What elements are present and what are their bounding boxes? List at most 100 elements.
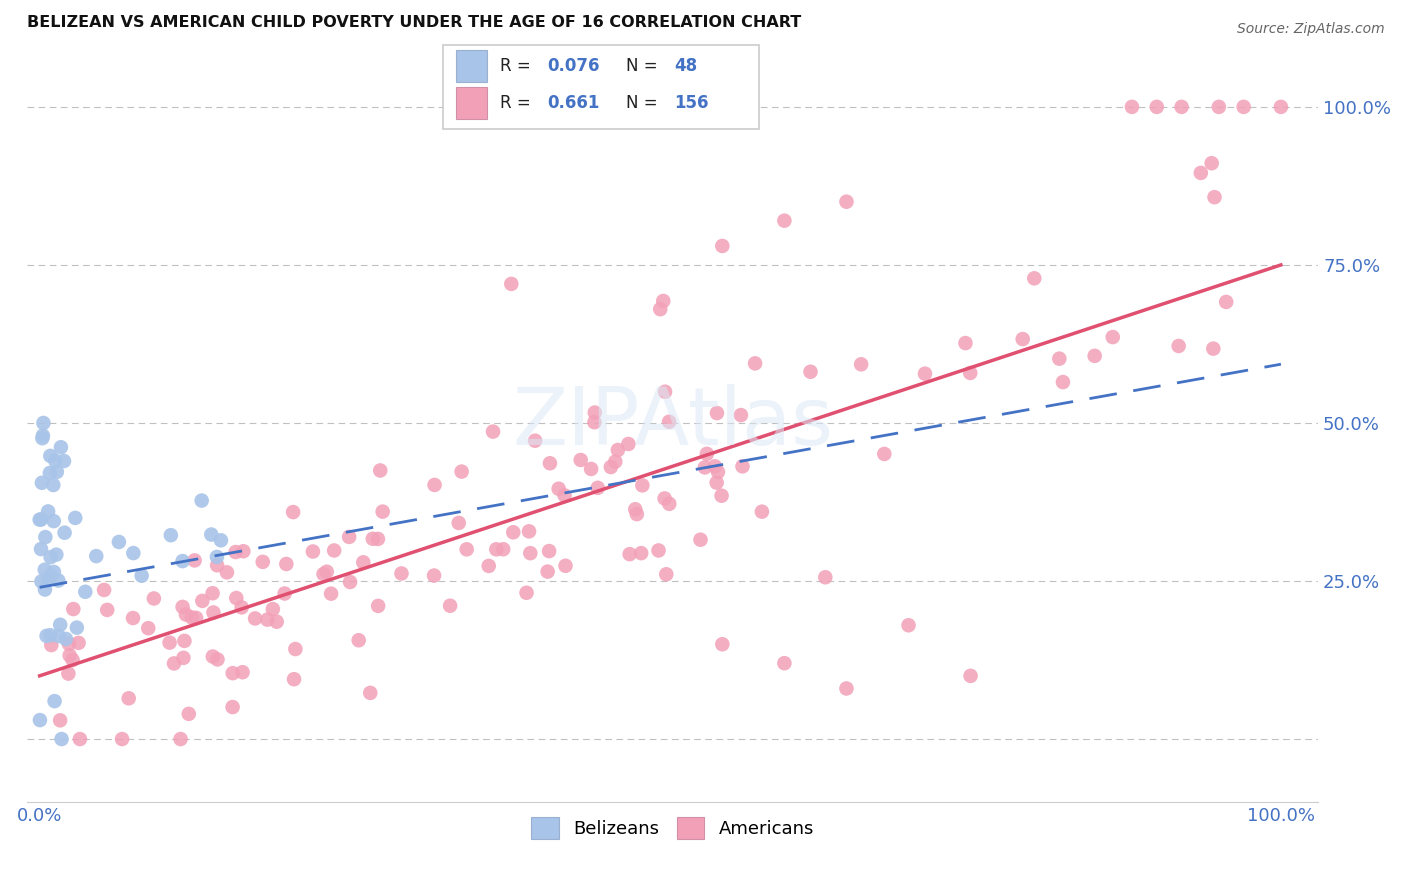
Point (492, 542, 515, 557)
Point (367, 532, 389, 546)
Point (122, 611, 145, 625)
Point (706, 406, 728, 420)
Point (1170, 100, 1192, 114)
FancyBboxPatch shape (443, 45, 759, 129)
Point (631, 478, 654, 492)
Point (262, 602, 284, 616)
Point (955, 336, 977, 351)
Point (53, 454, 76, 468)
Point (315, 565, 337, 579)
Point (65, 511, 87, 525)
Point (225, 591, 247, 605)
Point (302, 544, 325, 558)
Point (1024, 271, 1046, 285)
Point (1146, 100, 1168, 114)
Point (605, 455, 627, 469)
Point (711, 637, 734, 651)
Point (538, 544, 561, 558)
Point (69, 732, 91, 747)
Point (647, 543, 669, 558)
Point (142, 591, 165, 606)
Point (231, 600, 253, 615)
Point (172, 554, 194, 568)
Point (39, 550, 62, 565)
Point (252, 555, 274, 569)
Point (34, 563, 56, 577)
Point (703, 459, 725, 474)
Point (1167, 339, 1189, 353)
Point (32, 428, 55, 442)
Point (200, 527, 222, 541)
Point (569, 453, 592, 467)
Point (172, 599, 194, 614)
Point (423, 568, 446, 582)
Point (28, 713, 51, 727)
Point (689, 533, 711, 547)
Point (42, 565, 65, 579)
Text: 0.076: 0.076 (547, 57, 600, 75)
Point (1052, 375, 1074, 389)
Point (49, 440, 72, 454)
Point (515, 586, 537, 600)
Text: ZIPAtlas: ZIPAtlas (512, 384, 834, 462)
Point (67, 636, 90, 650)
Point (731, 459, 754, 474)
Point (266, 615, 288, 629)
Point (517, 524, 540, 539)
Point (586, 481, 609, 495)
Point (75, 584, 97, 599)
Point (30, 512, 52, 526)
Point (201, 586, 224, 600)
Point (131, 568, 153, 582)
Point (232, 544, 254, 558)
FancyBboxPatch shape (456, 50, 486, 82)
Point (1202, 342, 1225, 356)
Point (66, 621, 89, 635)
Point (202, 606, 225, 620)
Point (367, 599, 389, 613)
Point (30, 542, 52, 557)
Point (630, 546, 652, 560)
Point (55, 632, 77, 646)
Point (184, 611, 207, 625)
Point (959, 669, 981, 683)
Point (37, 572, 59, 586)
Point (51, 732, 73, 747)
Point (35, 629, 58, 643)
Point (1233, 100, 1256, 114)
Point (205, 558, 228, 573)
Point (42, 478, 65, 492)
Point (323, 543, 346, 558)
Point (190, 493, 212, 508)
Point (201, 649, 224, 664)
Text: R =: R = (501, 94, 536, 112)
Point (46, 574, 69, 588)
Point (37, 504, 59, 518)
Point (1204, 190, 1226, 204)
Point (58, 637, 80, 651)
Point (536, 565, 558, 579)
Point (177, 706, 200, 721)
Point (626, 507, 648, 521)
Point (180, 610, 202, 624)
Point (163, 657, 186, 671)
Text: N =: N = (627, 57, 664, 75)
Point (62, 653, 84, 667)
Point (59, 648, 82, 663)
Point (49, 617, 72, 632)
Point (706, 475, 728, 490)
Point (554, 488, 576, 502)
Point (554, 558, 576, 573)
Point (959, 366, 981, 380)
Point (45, 465, 67, 479)
Point (456, 542, 478, 557)
Point (482, 425, 505, 439)
Point (485, 542, 508, 557)
Point (711, 239, 734, 253)
Point (93, 582, 115, 597)
Point (1011, 332, 1033, 346)
Point (707, 465, 730, 479)
Point (693, 460, 716, 475)
Text: 0.661: 0.661 (547, 94, 600, 112)
Point (319, 587, 342, 601)
